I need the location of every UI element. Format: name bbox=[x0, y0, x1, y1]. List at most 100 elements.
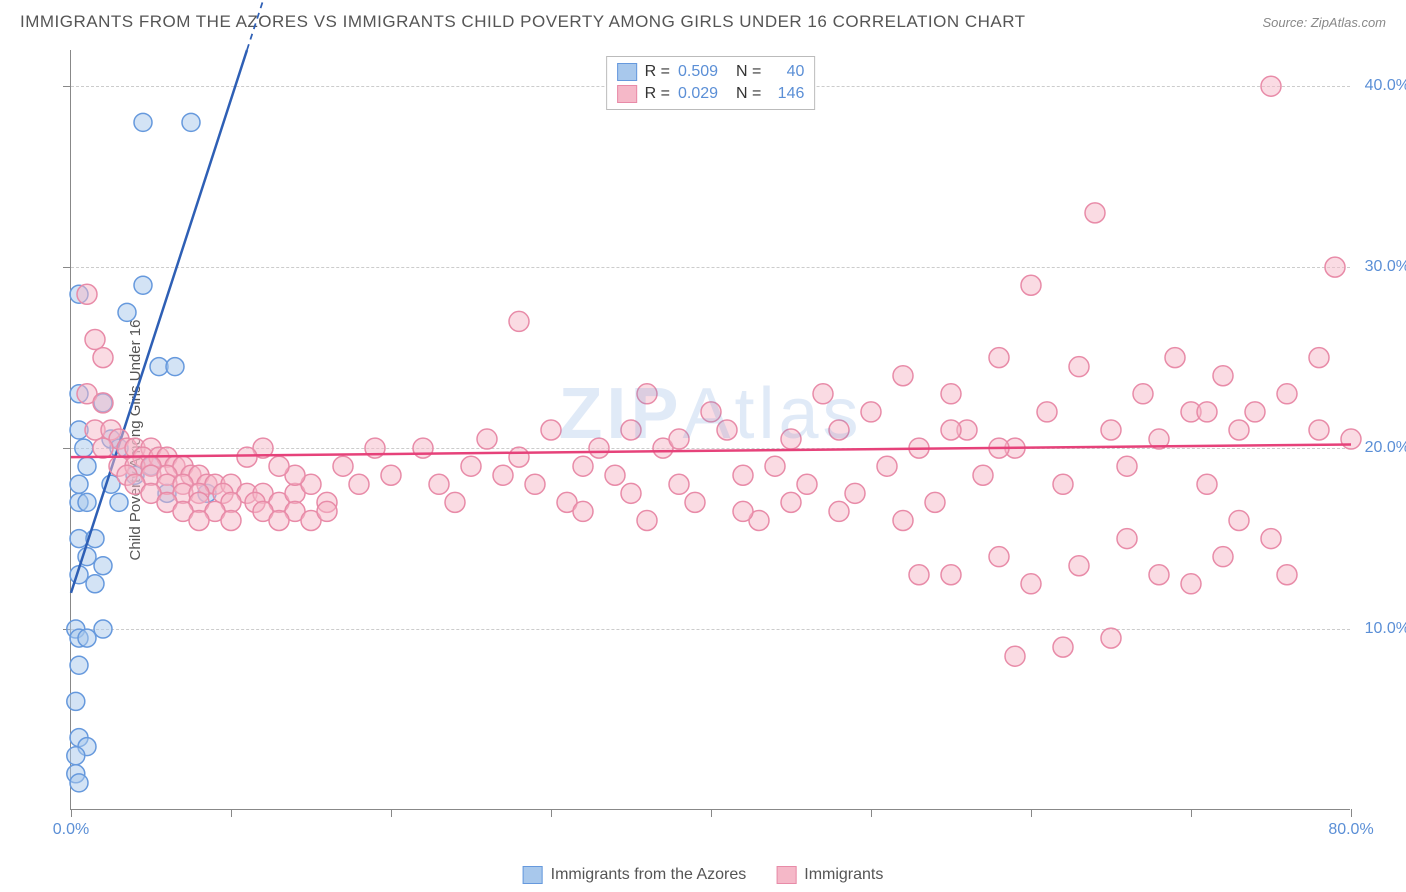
data-point bbox=[1053, 474, 1073, 494]
data-point bbox=[134, 113, 152, 131]
data-point bbox=[493, 465, 513, 485]
data-point bbox=[1213, 547, 1233, 567]
y-tick-label: 10.0% bbox=[1365, 620, 1406, 638]
data-point bbox=[621, 420, 641, 440]
data-point bbox=[573, 456, 593, 476]
data-point bbox=[445, 492, 465, 512]
data-point bbox=[717, 420, 737, 440]
legend-correlation: R = 0.509 N = 40 R = 0.029 N = 146 bbox=[606, 56, 816, 110]
data-point bbox=[86, 575, 104, 593]
data-point bbox=[1069, 357, 1089, 377]
y-tick-label: 40.0% bbox=[1365, 77, 1406, 95]
data-point bbox=[909, 565, 929, 585]
x-tick-label: 0.0% bbox=[53, 821, 89, 839]
legend-n-label: N = bbox=[736, 85, 761, 103]
data-point bbox=[829, 420, 849, 440]
data-point bbox=[637, 384, 657, 404]
chart-source: Source: ZipAtlas.com bbox=[1262, 15, 1386, 30]
data-point bbox=[381, 465, 401, 485]
data-point bbox=[541, 420, 561, 440]
data-point bbox=[1197, 474, 1217, 494]
data-point bbox=[93, 348, 113, 368]
data-point bbox=[1133, 384, 1153, 404]
data-point bbox=[1117, 529, 1137, 549]
data-point bbox=[78, 493, 96, 511]
legend-bottom-label-azores: Immigrants from the Azores bbox=[551, 866, 747, 884]
data-point bbox=[733, 501, 753, 521]
data-point bbox=[893, 366, 913, 386]
data-point bbox=[1197, 402, 1217, 422]
data-point bbox=[781, 492, 801, 512]
data-point bbox=[67, 747, 85, 765]
data-point bbox=[1069, 556, 1089, 576]
data-point bbox=[685, 492, 705, 512]
data-point bbox=[317, 501, 337, 521]
data-point bbox=[1229, 510, 1249, 530]
legend-row-immigrants: R = 0.029 N = 146 bbox=[617, 83, 805, 105]
data-point bbox=[237, 447, 257, 467]
data-point bbox=[941, 565, 961, 585]
legend-row-azores: R = 0.509 N = 40 bbox=[617, 61, 805, 83]
data-point bbox=[78, 457, 96, 475]
x-tick bbox=[871, 809, 872, 817]
data-point bbox=[765, 456, 785, 476]
scatter-svg bbox=[71, 50, 1351, 810]
data-point bbox=[349, 474, 369, 494]
data-point bbox=[1325, 257, 1345, 277]
data-point bbox=[70, 475, 88, 493]
data-point bbox=[118, 303, 136, 321]
data-point bbox=[621, 483, 641, 503]
data-point bbox=[941, 420, 961, 440]
swatch-immigrants-bottom bbox=[776, 866, 796, 884]
data-point bbox=[573, 501, 593, 521]
legend-bottom-azores: Immigrants from the Azores bbox=[523, 866, 747, 884]
data-point bbox=[861, 402, 881, 422]
data-point bbox=[925, 492, 945, 512]
swatch-immigrants bbox=[617, 85, 637, 103]
x-tick bbox=[71, 809, 72, 817]
data-point bbox=[973, 465, 993, 485]
data-point bbox=[1181, 574, 1201, 594]
data-point bbox=[669, 429, 689, 449]
legend-n-value-immigrants: 146 bbox=[769, 85, 804, 103]
data-point bbox=[509, 311, 529, 331]
data-point bbox=[1037, 402, 1057, 422]
data-point bbox=[989, 348, 1009, 368]
y-tick-label: 20.0% bbox=[1365, 439, 1406, 457]
data-point bbox=[813, 384, 833, 404]
data-point bbox=[75, 439, 93, 457]
data-point bbox=[78, 629, 96, 647]
data-point bbox=[94, 557, 112, 575]
data-point bbox=[1261, 529, 1281, 549]
data-point bbox=[637, 510, 657, 530]
data-point bbox=[669, 474, 689, 494]
data-point bbox=[429, 474, 449, 494]
data-point bbox=[1277, 565, 1297, 585]
data-point bbox=[93, 438, 113, 458]
data-point bbox=[67, 692, 85, 710]
data-point bbox=[1229, 420, 1249, 440]
data-point bbox=[110, 493, 128, 511]
x-tick bbox=[391, 809, 392, 817]
legend-bottom-label-immigrants: Immigrants bbox=[804, 866, 883, 884]
data-point bbox=[525, 474, 545, 494]
data-point bbox=[1165, 348, 1185, 368]
data-point bbox=[941, 384, 961, 404]
data-point bbox=[1341, 429, 1361, 449]
data-point bbox=[93, 393, 113, 413]
data-point bbox=[333, 456, 353, 476]
data-point bbox=[413, 438, 433, 458]
data-point bbox=[70, 656, 88, 674]
chart-header: IMMIGRANTS FROM THE AZORES VS IMMIGRANTS… bbox=[0, 0, 1406, 40]
data-point bbox=[221, 510, 241, 530]
chart-area: Child Poverty Among Girls Under 16 ZIPAt… bbox=[50, 50, 1386, 830]
data-point bbox=[77, 284, 97, 304]
plot-region: ZIPAtlas 10.0%20.0%30.0%40.0% 0.0%80.0% … bbox=[70, 50, 1350, 810]
data-point bbox=[189, 510, 209, 530]
legend-n-label: N = bbox=[736, 63, 761, 81]
legend-n-value-azores: 40 bbox=[769, 63, 804, 81]
legend-r-value-azores: 0.509 bbox=[678, 63, 718, 81]
legend-bottom-immigrants: Immigrants bbox=[776, 866, 883, 884]
data-point bbox=[1101, 420, 1121, 440]
data-point bbox=[1021, 574, 1041, 594]
